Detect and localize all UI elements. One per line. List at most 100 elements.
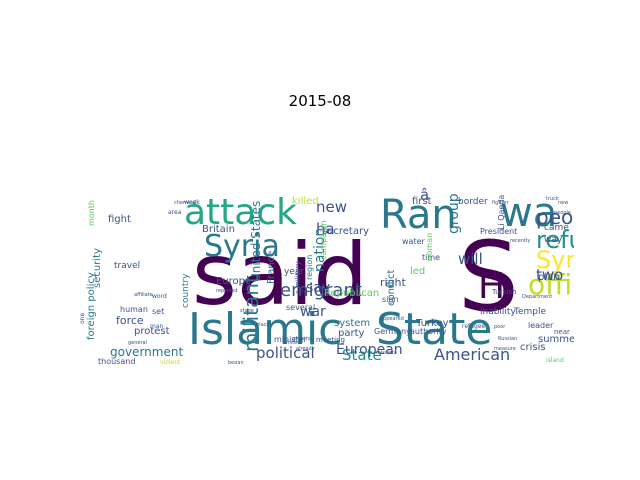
word-man-89: man: [150, 323, 164, 330]
word-turkey-42: Turkey: [415, 318, 449, 329]
word-travel-70: travel: [114, 261, 140, 271]
word-word-88: word: [152, 293, 167, 300]
word-began-98: began: [228, 360, 244, 364]
word-first-36: first: [412, 196, 432, 207]
word-nation-24: nation: [312, 228, 328, 272]
word-security-52: security: [92, 248, 103, 288]
word-growing-108: growing: [292, 336, 312, 342]
word-europe-32: Europe: [216, 276, 251, 287]
word---20: â: [420, 186, 429, 204]
word-killed-34: killed: [292, 196, 319, 207]
word-american-15: American: [434, 345, 510, 364]
word-refugee-10: refugee: [536, 226, 574, 254]
word-group-21: group: [446, 193, 462, 234]
word-syrian-11: Syrian: [536, 246, 574, 274]
word-h-8: H: [478, 266, 505, 307]
word-time-72: time: [422, 253, 440, 262]
word-protest-65: protest: [134, 326, 170, 337]
word-s-1: S: [458, 221, 519, 333]
word-two-22: two: [536, 266, 563, 284]
word-cloud: saidSIslamicStateRanwaattackSyriaHoffici…: [80, 118, 574, 364]
word-affiliate-106: affiliate: [134, 292, 153, 298]
word-area-87: area: [168, 209, 182, 216]
word-right-30: right: [380, 276, 407, 289]
word-sign-60: sign: [382, 295, 399, 304]
word-woman-84: woman: [425, 233, 434, 262]
word-month-54: month: [87, 200, 96, 226]
word-reported-97: reported: [216, 288, 238, 294]
word-islamic-2: Islamic: [188, 304, 342, 355]
word-general-99: general: [128, 340, 147, 346]
word-people-12: people: [536, 205, 574, 229]
word-britain-33: Britain: [202, 224, 235, 235]
word-syria-7: Syria: [204, 229, 280, 264]
word-violent-69: violent: [160, 359, 181, 364]
word-summer-46: summer: [538, 334, 574, 345]
word-country-56: country: [181, 273, 191, 308]
word-ha-19: ha: [316, 220, 335, 238]
word-campaign-58: campaign: [319, 221, 328, 260]
word-conflict-40: conflict: [386, 269, 397, 306]
word-emigrant-14: emigrant: [280, 280, 362, 301]
word-came-48: came: [544, 223, 569, 233]
word-led-41: led: [410, 266, 425, 277]
word-poor-100: poor: [494, 324, 506, 330]
word-human-66: human: [120, 305, 148, 314]
word-president-50: President: [480, 227, 517, 236]
word-official-9: official: [528, 268, 574, 301]
word-militant-13: militant: [239, 275, 263, 352]
word-foreign-policy-53: foreign policy: [86, 272, 97, 340]
word-black-90: black: [256, 322, 269, 328]
word-turkish-76: Turkish: [491, 288, 517, 296]
word-leader-75: leader: [528, 321, 554, 330]
word-already-109: already: [296, 346, 315, 352]
word-island-79: island: [546, 357, 564, 364]
word-russian-103: Russian: [498, 336, 517, 342]
word-fight-38: fight: [108, 214, 131, 225]
word-li-qaeda-51: Li Qaeda: [497, 195, 506, 230]
word-thousand-68: thousand: [98, 357, 135, 364]
word-germany-61: Germany: [374, 327, 411, 336]
word-chemical-96: chemical: [174, 200, 196, 206]
word-france-57: France: [266, 251, 277, 284]
word-temple-74: Temple: [513, 307, 546, 317]
word-refugee-77: refugee: [462, 323, 485, 330]
chart-title: 2015-08: [288, 92, 352, 110]
word-city-83: city: [296, 289, 307, 296]
word-war-27: war: [300, 304, 326, 320]
word-cloud-svg: saidSIslamicStateRanwaattackSyriaHoffici…: [80, 186, 574, 364]
word-new-18: new: [316, 198, 347, 216]
word-border-37: border: [458, 197, 488, 207]
word-several-81: several: [286, 303, 315, 312]
word-department-92: Department: [522, 294, 552, 300]
word-new-93: new: [558, 200, 568, 206]
word-wa-5: wa: [500, 190, 557, 236]
word-recently-101: recently: [510, 238, 530, 244]
word-meeting-64: meeting: [316, 336, 345, 344]
word-authority-62: authority: [410, 327, 447, 336]
word-one-86: one: [80, 313, 86, 324]
word-military-82: military: [294, 261, 302, 288]
word-said-0: said: [192, 225, 368, 325]
word-government-29: government: [110, 345, 183, 359]
word-party-44: party: [338, 328, 365, 339]
word-secretary-35: secretary: [322, 226, 369, 237]
word-region-59: region: [305, 255, 314, 280]
word-state-3: State: [376, 304, 492, 355]
word-crisis-45: crisis: [520, 342, 546, 353]
word-way-49: way: [544, 235, 563, 245]
word-say-26: say: [306, 280, 330, 296]
word-ran-4: Ran: [380, 192, 457, 238]
word-united-105: United: [284, 340, 300, 346]
word-minister-63: minister: [274, 335, 308, 344]
word-water-71: water: [402, 237, 426, 246]
word-force-31: force: [116, 314, 144, 327]
word-fighter-91: fighter: [492, 200, 510, 206]
word-european-25: European: [336, 342, 403, 358]
word-truck-95: truck: [546, 196, 559, 202]
word-attack-6: attack: [184, 192, 297, 233]
word-republican-39: Republican: [324, 288, 379, 299]
word-week-85: week: [184, 199, 200, 206]
word-state-17: State: [342, 346, 382, 364]
word-political-16: political: [256, 344, 315, 362]
